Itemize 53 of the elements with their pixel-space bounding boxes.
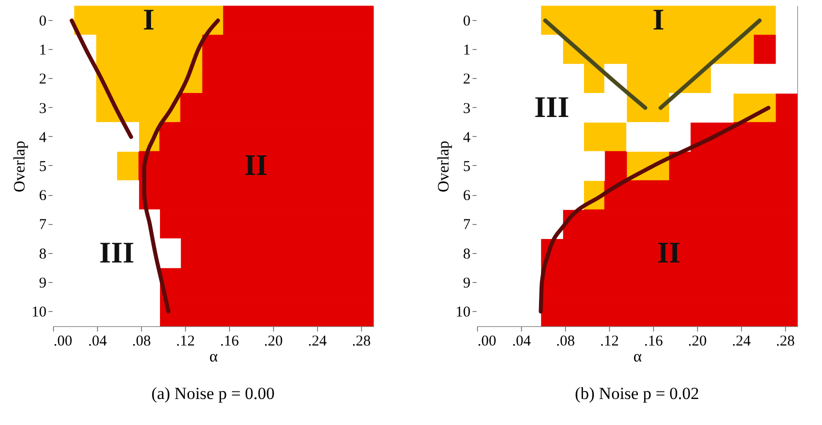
x-tick-label: .16: [220, 334, 240, 350]
x-tick-label: .16: [644, 334, 664, 350]
y-tick-label: 10: [456, 304, 470, 320]
x-tick-label: .24: [308, 334, 328, 350]
y-tick-label: 1: [463, 42, 470, 59]
x-tick-label: .12: [600, 334, 619, 350]
y-tick-label: 6: [39, 188, 47, 204]
series-label: I: [652, 4, 664, 37]
x-tick-label: .24: [732, 334, 752, 350]
y-axis-title: Overlap: [12, 140, 28, 192]
y-tick-label: 8: [463, 246, 470, 262]
y-tick-label: 3: [463, 100, 470, 117]
text: (b) Noise p = 0.02: [574, 384, 700, 403]
x-axis-title: α: [633, 348, 642, 366]
x-tick-label: .00: [54, 334, 72, 350]
x-tick-label: .08: [556, 334, 575, 350]
series-label: III: [99, 236, 134, 270]
series-label: III: [534, 90, 570, 124]
y-tick-label: 0: [39, 14, 46, 30]
y-tick-label: 6: [463, 188, 471, 204]
y-tick-label: 2: [463, 72, 470, 88]
x-tick-label: .28: [352, 334, 371, 350]
bar: [583, 122, 627, 152]
y-tick-label: 9: [463, 275, 470, 292]
x-tick-label: .12: [176, 334, 195, 350]
y-tick-label: 0: [463, 14, 470, 30]
text: (a) Noise p = 0.00: [151, 384, 275, 403]
y-tick-label: 7: [39, 217, 47, 234]
series-label: II: [244, 149, 268, 182]
y-axis-title: Overlap: [436, 140, 452, 192]
y-tick-label: 7: [463, 217, 471, 234]
x-tick-label: .04: [88, 334, 108, 350]
series-label: I: [142, 4, 155, 37]
y-tick-label: 5: [463, 159, 470, 175]
bar: [116, 151, 140, 181]
y-tick-label: 10: [32, 304, 46, 320]
y-tick-label: 9: [39, 275, 46, 292]
x-tick-label: .20: [688, 334, 707, 350]
x-tick-label: .04: [512, 334, 532, 350]
x-tick-label: .00: [478, 334, 496, 350]
y-tick-label: 3: [39, 100, 46, 117]
y-tick-label: 4: [463, 130, 471, 146]
y-tick-label: 2: [39, 72, 46, 88]
x-tick-label: .28: [776, 334, 795, 350]
y-tick-label: 8: [39, 246, 46, 262]
y-tick-label: 5: [39, 159, 46, 175]
y-tick-label: 4: [39, 130, 47, 146]
x-tick-label: .08: [132, 334, 151, 350]
x-tick-label: .20: [264, 334, 283, 350]
x-axis-title: α: [209, 348, 218, 366]
bar: [754, 34, 776, 64]
y-tick-label: 1: [39, 42, 46, 59]
series-label: II: [657, 236, 681, 270]
